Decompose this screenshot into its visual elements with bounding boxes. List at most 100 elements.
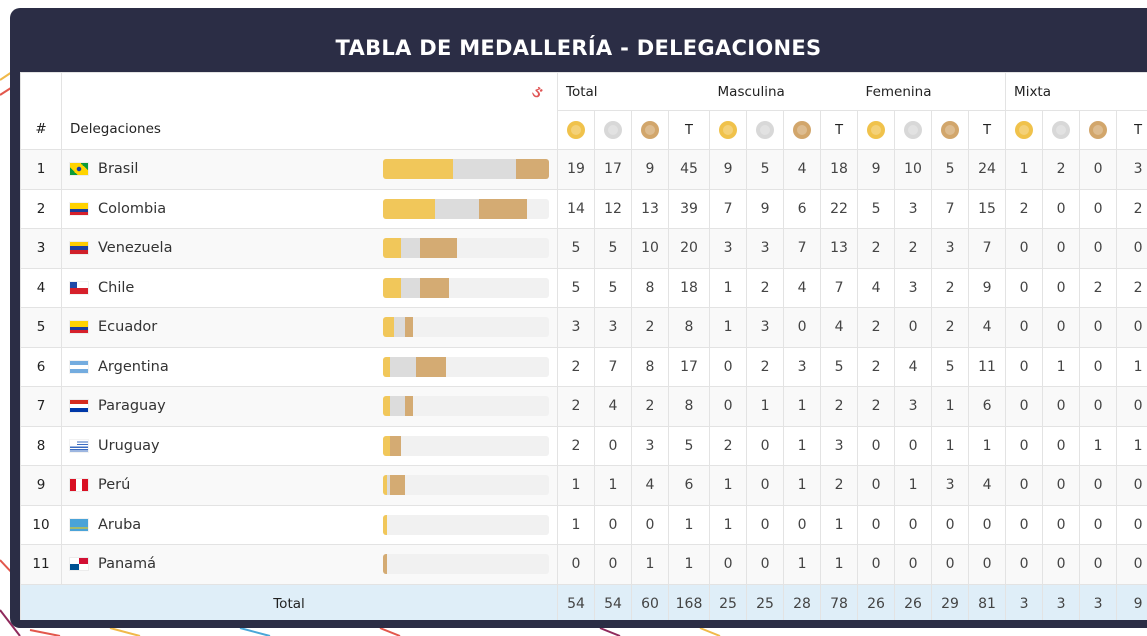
bronze-medal-icon (641, 121, 659, 139)
bronze-segment (390, 475, 406, 496)
rank-cell: 9 (20, 465, 62, 506)
medal-bar (383, 277, 549, 298)
delegation-name: Brasil (98, 161, 139, 178)
medal-count-cell: 0 (1042, 267, 1081, 308)
medal-count-cell: 8 (667, 386, 711, 427)
femenina-total-header: T (968, 110, 1007, 150)
silver-segment (434, 198, 479, 219)
medal-count-cell: 1 (557, 504, 595, 545)
delegation-cell: Uruguay (61, 425, 372, 466)
medal-count-cell: 0 (746, 425, 785, 466)
medal-count-cell: 8 (631, 267, 669, 308)
medal-count-cell: 0 (1116, 228, 1147, 269)
mixta-bronze-header (1079, 110, 1118, 150)
delegation-cell: Brasil (61, 149, 372, 190)
medal-count-cell: 1 (1042, 346, 1081, 387)
silver-medal-icon (604, 121, 622, 139)
femenina-gold-header (857, 110, 896, 150)
femenina-silver-header (894, 110, 933, 150)
delegation-name: Venezuela (98, 240, 173, 257)
medal-bar-cell (371, 346, 558, 387)
rank-cell: 7 (20, 386, 62, 427)
medal-count-cell: 2 (631, 386, 669, 427)
medal-count-cell: 2 (1116, 188, 1147, 229)
masculina-bronze-header (783, 110, 822, 150)
medal-count-cell: 1 (783, 425, 822, 466)
total-count-cell: 78 (820, 583, 859, 620)
masculina-total-header: T (820, 110, 859, 150)
flag-uruguay-icon (70, 439, 88, 452)
medal-count-cell: 3 (931, 228, 970, 269)
medal-count-cell: 2 (1116, 267, 1147, 308)
delegations-header: Delegaciones ઙ (61, 72, 558, 150)
total-count-cell: 60 (631, 583, 669, 620)
medal-count-cell: 4 (968, 465, 1007, 506)
flag-aruba-icon (70, 518, 88, 531)
medal-count-cell: 0 (709, 544, 748, 585)
medal-count-cell: 8 (667, 307, 711, 348)
medal-count-cell: 2 (709, 425, 748, 466)
medal-count-cell: 3 (594, 307, 632, 348)
medal-count-cell: 13 (820, 228, 859, 269)
table-row: 4 Chile 5 5 8 18 1 2 4 7 4 3 2 9 0 0 2 2 (20, 267, 1147, 308)
medal-count-cell: 0 (1042, 307, 1081, 348)
medal-count-cell: 2 (746, 346, 785, 387)
medal-count-cell: 0 (746, 544, 785, 585)
medal-count-cell: 1 (709, 465, 748, 506)
medal-count-cell: 3 (783, 346, 822, 387)
medal-bar (383, 475, 549, 496)
medal-count-cell: 1 (667, 504, 711, 545)
medal-count-cell: 12 (594, 188, 632, 229)
medal-count-cell: 0 (894, 544, 933, 585)
delegation-name: Ecuador (98, 319, 158, 336)
medal-count-cell: 1 (894, 465, 933, 506)
medal-count-cell: 1 (783, 544, 822, 585)
medal-count-cell: 0 (931, 504, 970, 545)
flag-argentina-icon (70, 360, 88, 373)
medal-count-cell: 2 (857, 386, 896, 427)
medal-count-cell: 2 (894, 228, 933, 269)
medal-count-cell: 0 (1079, 228, 1118, 269)
table-row: 9 Perú 1 1 4 6 1 0 1 2 0 1 3 4 0 0 0 0 (20, 465, 1147, 506)
table-row: 8 Uruguay 2 0 3 5 2 0 1 3 0 0 1 1 0 0 1 1 (20, 425, 1147, 466)
medal-count-cell: 0 (1079, 465, 1118, 506)
rank-cell: 4 (20, 267, 62, 308)
flag-colombia-icon (70, 202, 88, 215)
gold-segment (383, 435, 391, 456)
medal-bar-cell (371, 504, 558, 545)
total-count-cell: 3 (1005, 583, 1044, 620)
table-row: 10 Aruba 1 0 0 1 1 0 0 1 0 0 0 0 0 0 0 0 (20, 504, 1147, 545)
medal-count-cell: 1 (783, 465, 822, 506)
bronze-medal-icon (941, 121, 960, 139)
total-count-cell: 25 (709, 583, 748, 620)
mixta-gold-header (1005, 110, 1044, 150)
flag-chile-icon (70, 281, 88, 294)
medal-count-cell: 2 (857, 307, 896, 348)
medal-count-cell: 11 (968, 346, 1007, 387)
rank-cell: 6 (20, 346, 62, 387)
medal-count-cell: 2 (557, 386, 595, 427)
total-count-cell: 3 (1042, 583, 1081, 620)
medal-count-cell: 1 (631, 544, 669, 585)
medal-bar (383, 198, 549, 219)
medal-count-cell: 0 (1042, 188, 1081, 229)
medal-count-cell: 0 (1042, 504, 1081, 545)
medal-count-cell: 9 (857, 149, 896, 190)
medal-bar-cell (371, 386, 558, 427)
medal-count-cell: 0 (857, 544, 896, 585)
medal-count-cell: 8 (631, 346, 669, 387)
medal-count-cell: 2 (820, 465, 859, 506)
medal-count-cell: 0 (1116, 307, 1147, 348)
medal-count-cell: 18 (667, 267, 711, 308)
medal-count-cell: 0 (968, 544, 1007, 585)
medal-count-cell: 7 (931, 188, 970, 229)
medal-count-cell: 0 (557, 544, 595, 585)
medal-count-cell: 18 (820, 149, 859, 190)
medal-count-cell: 2 (746, 267, 785, 308)
medal-count-cell: 2 (1079, 267, 1118, 308)
rank-cell: 5 (20, 307, 62, 348)
flag-brasil-icon (70, 163, 88, 176)
bronze-segment (405, 317, 413, 338)
medal-count-cell: 0 (1079, 504, 1118, 545)
medal-count-cell: 7 (594, 346, 632, 387)
